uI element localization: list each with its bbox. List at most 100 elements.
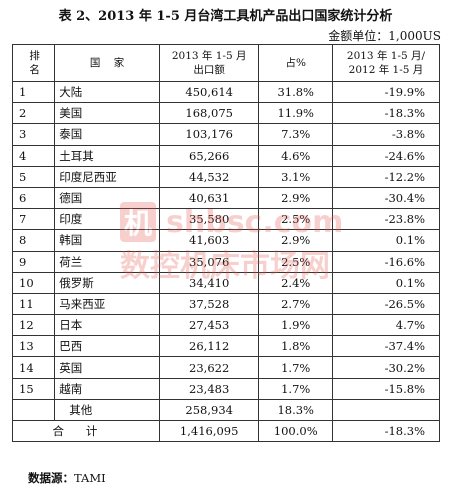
table-row: 1 大陆 450,614 31.8% -19.9% xyxy=(11,80,441,104)
rank-cell: 7 xyxy=(11,208,56,231)
change-header: 2013 年 1-5 月/ 2012 年 1-5 月 xyxy=(331,44,441,82)
change-cell: -16.6% xyxy=(331,250,441,273)
table-row: 9 荷兰 35,076 2.5% -16.6% xyxy=(11,250,441,273)
country-cell: 大陆 xyxy=(54,80,160,104)
country-cell: 英国 xyxy=(54,356,160,379)
share-cell: 2.4% xyxy=(258,271,333,294)
table-row: 2 美国 168,075 11.9% -18.3% xyxy=(11,102,441,125)
table-title: 表 2、2013 年 1-5 月台湾工具机产品出口国家统计分析 xyxy=(58,9,393,24)
table-body: 1 大陆 450,614 31.8% -19.9% 2 美国 168,075 11.9% -18.… xyxy=(11,80,441,443)
country-cell: 巴西 xyxy=(54,335,160,358)
share-cell: 2.5% xyxy=(258,208,333,231)
country-cell: 泰国 xyxy=(54,123,160,146)
country-cell: 俄罗斯 xyxy=(54,271,160,294)
rank-cell: 6 xyxy=(11,186,56,210)
share-cell: 1.7% xyxy=(258,356,333,379)
share-cell: 31.8% xyxy=(258,80,333,104)
export-cell: 26,112 xyxy=(158,335,260,358)
share-cell: 2.9% xyxy=(258,229,333,252)
total-row: 合计 1,416,095 100.0% -18.3% xyxy=(12,419,441,443)
source-note: 数据源：TAMI xyxy=(28,470,106,486)
table-row: 3 泰国 103,176 7.3% -3.8% xyxy=(11,123,441,146)
country-cell: 德国 xyxy=(54,186,160,210)
change-cell: 4.7% xyxy=(331,314,441,337)
rank-cell: 9 xyxy=(11,250,56,273)
country-cell: 越南 xyxy=(54,377,160,400)
change-cell: -24.6% xyxy=(331,144,441,167)
rank-cell: 8 xyxy=(11,229,56,252)
rank-cell xyxy=(11,398,56,422)
rank-header-line1: 排 xyxy=(29,50,40,62)
change-cell: -37.4% xyxy=(331,335,441,358)
share-cell: 18.3% xyxy=(258,398,333,422)
country-cell: 马来西亚 xyxy=(54,292,160,316)
rank-cell: 10 xyxy=(11,271,56,294)
change-cell: -18.3% xyxy=(331,102,441,125)
country-cell: 美国 xyxy=(54,102,160,125)
country-cell: 韩国 xyxy=(54,229,160,252)
share-cell: 2.5% xyxy=(258,250,333,273)
change-cell: -15.8% xyxy=(331,377,441,400)
share-cell: 2.9% xyxy=(258,186,333,210)
export-cell: 35,580 xyxy=(158,208,260,231)
change-cell: -30.2% xyxy=(331,356,441,379)
export-cell: 103,176 xyxy=(158,123,260,146)
table-row: 5 印度尼西亚 44,532 3.1% -12.2% xyxy=(11,165,441,188)
rank-header: 排 名 xyxy=(11,44,56,82)
export-cell: 27,453 xyxy=(158,314,260,337)
change-cell: -23.8% xyxy=(331,208,441,231)
other-row: 其他 258,934 18.3% xyxy=(11,398,441,422)
rank-cell: 15 xyxy=(11,377,56,400)
country-cell: 印度尼西亚 xyxy=(54,165,160,188)
rank-cell: 1 xyxy=(11,80,56,104)
country-cell: 荷兰 xyxy=(54,250,160,273)
country-cell: 其他 xyxy=(54,398,160,422)
export-header: 2013 年 1-5 月 出口额 xyxy=(158,44,260,82)
share-cell: 1.7% xyxy=(258,377,333,400)
total-export-cell: 1,416,095 xyxy=(158,419,260,443)
rank-cell: 2 xyxy=(11,102,56,125)
change-header-line1: 2013 年 1-5 月/ xyxy=(346,50,426,62)
source-label: 数据源： xyxy=(28,471,74,485)
table-row: 11 马来西亚 37,528 2.7% -26.5% xyxy=(11,292,441,316)
export-cell: 65,266 xyxy=(158,144,260,167)
change-cell xyxy=(331,398,441,422)
share-cell: 3.1% xyxy=(258,165,333,188)
country-cell: 土耳其 xyxy=(54,144,160,167)
country-cell: 印度 xyxy=(54,208,160,231)
table-row: 15 越南 23,483 1.7% -15.8% xyxy=(11,377,441,400)
share-cell: 11.9% xyxy=(258,102,333,125)
share-cell: 1.9% xyxy=(258,314,333,337)
share-cell: 4.6% xyxy=(258,144,333,167)
table-row: 14 英国 23,622 1.7% -30.2% xyxy=(11,356,441,379)
total-share-cell: 100.0% xyxy=(258,419,333,443)
table-row: 10 俄罗斯 34,410 2.4% 0.1% xyxy=(11,271,441,294)
change-cell: -26.5% xyxy=(331,292,441,316)
export-table: 排 名 国 家 2013 年 1-5 月 出口额 占% 2013 年 1-5 月… xyxy=(11,44,441,443)
share-cell: 1.8% xyxy=(258,335,333,358)
table-row: 13 巴西 26,112 1.8% -37.4% xyxy=(11,335,441,358)
rank-cell: 14 xyxy=(11,356,56,379)
total-change-cell: -18.3% xyxy=(331,419,441,443)
rank-cell: 4 xyxy=(11,144,56,167)
rank-cell: 3 xyxy=(11,123,56,146)
export-cell: 35,076 xyxy=(158,250,260,273)
export-cell: 41,603 xyxy=(158,229,260,252)
export-cell: 450,614 xyxy=(158,80,260,104)
rank-header-line2: 名 xyxy=(29,64,40,76)
table-row: 8 韩国 41,603 2.9% 0.1% xyxy=(11,229,441,252)
change-cell: -19.9% xyxy=(331,80,441,104)
export-cell: 44,532 xyxy=(158,165,260,188)
share-header: 占% xyxy=(258,44,333,82)
country-cell: 日本 xyxy=(54,314,160,337)
export-cell: 23,483 xyxy=(158,377,260,400)
change-cell: -12.2% xyxy=(331,165,441,188)
rank-cell: 11 xyxy=(11,292,56,316)
total-label: 合计 xyxy=(12,419,160,443)
header-row: 排 名 国 家 2013 年 1-5 月 出口额 占% 2013 年 1-5 月… xyxy=(11,44,441,82)
change-cell: -30.4% xyxy=(331,186,441,210)
country-header: 国 家 xyxy=(54,44,160,82)
rank-cell: 13 xyxy=(11,335,56,358)
change-cell: -3.8% xyxy=(331,123,441,146)
unit-note: 金额单位：1,000US xyxy=(328,29,441,43)
